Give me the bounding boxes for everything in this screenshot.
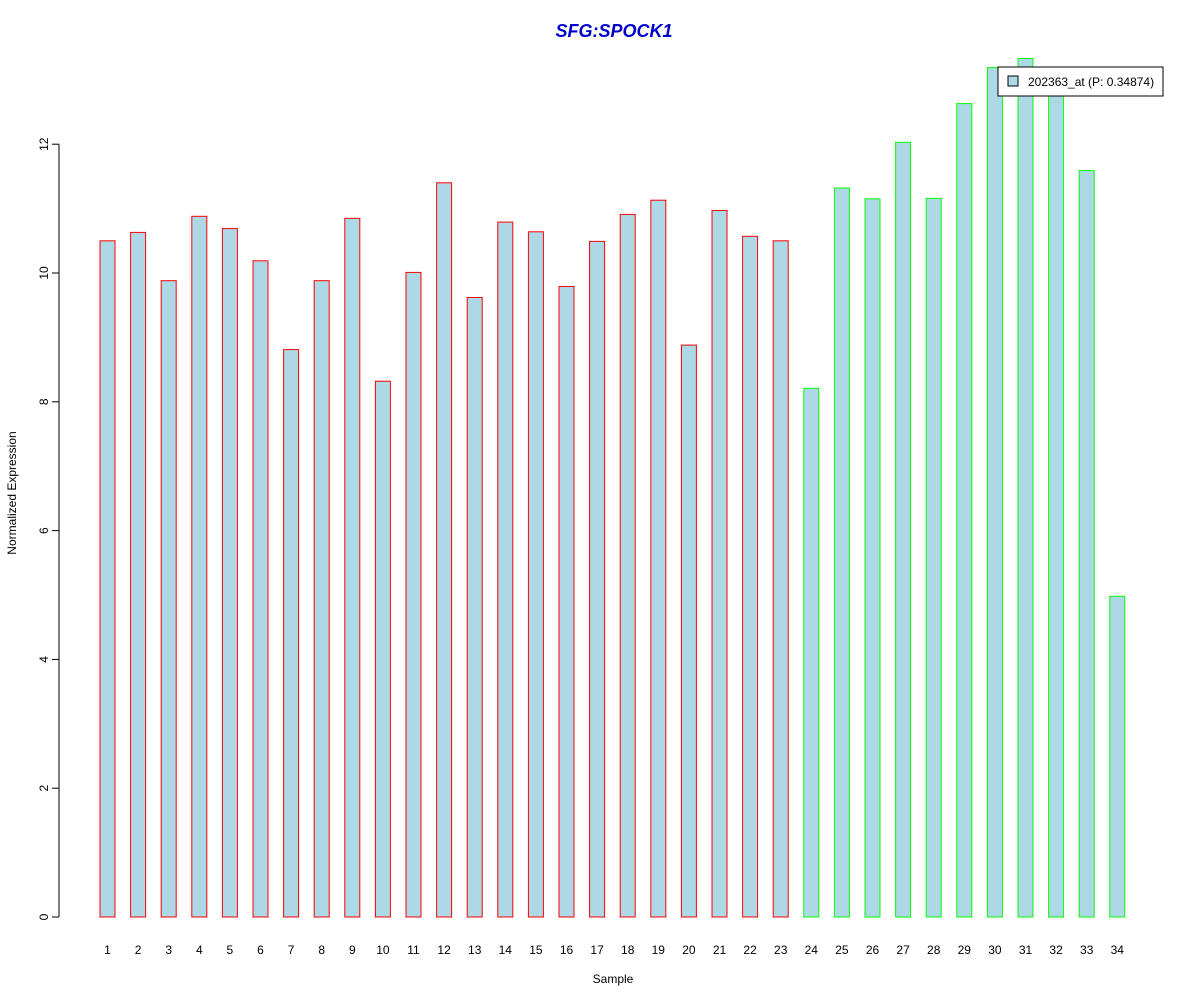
x-tick-label: 9 xyxy=(349,943,356,957)
x-tick-label: 32 xyxy=(1049,943,1063,957)
bars xyxy=(99,58,1126,918)
x-tick-label: 29 xyxy=(958,943,972,957)
x-tick-label: 2 xyxy=(135,943,142,957)
y-tick-label: 2 xyxy=(37,785,51,792)
bar-sample-5 xyxy=(221,228,238,918)
x-tick-label: 23 xyxy=(774,943,788,957)
legend-box xyxy=(997,66,1164,97)
x-tick-label: 10 xyxy=(376,943,390,957)
x-tick-label: 24 xyxy=(805,943,819,957)
chart-title: SFG:SPOCK1 xyxy=(555,21,672,41)
x-tick-label: 34 xyxy=(1111,943,1125,957)
x-tick-label: 15 xyxy=(529,943,543,957)
bar-sample-20 xyxy=(680,344,697,918)
bar-sample-1 xyxy=(99,240,116,918)
bar-sample-8 xyxy=(313,280,330,918)
bar-sample-28 xyxy=(925,197,942,918)
bar-sample-23 xyxy=(772,240,789,918)
bar-sample-3 xyxy=(160,280,177,918)
bar-sample-26 xyxy=(864,198,881,918)
bar-sample-6 xyxy=(252,260,269,918)
x-tick-label: 25 xyxy=(835,943,849,957)
bar-sample-2 xyxy=(130,231,147,918)
bar-sample-30 xyxy=(986,67,1003,918)
bar-sample-34 xyxy=(1109,595,1126,918)
bar-sample-29 xyxy=(956,103,973,918)
bar-sample-31 xyxy=(1017,58,1034,918)
x-tick-label: 4 xyxy=(196,943,203,957)
y-tick-label: 8 xyxy=(37,398,51,405)
bar-sample-14 xyxy=(497,221,514,918)
y-axis: 0 2 4 6 8 10 12 xyxy=(37,137,60,920)
y-tick-label: 12 xyxy=(37,137,51,151)
legend-label: 202363_at (P: 0.34874) xyxy=(1028,75,1154,89)
x-tick-label: 3 xyxy=(165,943,172,957)
bar-sample-17 xyxy=(589,240,606,918)
bar-sample-33 xyxy=(1078,170,1095,918)
x-tick-label: 21 xyxy=(713,943,727,957)
bar-sample-24 xyxy=(803,387,820,918)
x-tick-label: 14 xyxy=(499,943,513,957)
bar-sample-18 xyxy=(619,213,636,918)
bar-sample-15 xyxy=(527,231,544,918)
y-tick-label: 10 xyxy=(37,266,51,280)
x-tick-label: 16 xyxy=(560,943,574,957)
x-tick-label: 8 xyxy=(318,943,325,957)
y-tick-label: 0 xyxy=(37,913,51,920)
x-tick-label: 5 xyxy=(227,943,234,957)
x-tick-label: 22 xyxy=(743,943,757,957)
x-tick-label: 26 xyxy=(866,943,880,957)
bar-sample-12 xyxy=(436,182,453,918)
x-tick-label: 27 xyxy=(896,943,910,957)
bar-sample-9 xyxy=(344,217,361,918)
bar-sample-32 xyxy=(1048,87,1065,918)
x-tick-label: 7 xyxy=(288,943,295,957)
legend: 202363_at (P: 0.34874) xyxy=(997,66,1164,97)
bar-sample-4 xyxy=(191,215,208,918)
bar-sample-13 xyxy=(466,297,483,918)
bar-sample-22 xyxy=(742,235,759,918)
bar-sample-10 xyxy=(374,380,391,918)
x-tick-label: 20 xyxy=(682,943,696,957)
bar-sample-27 xyxy=(895,141,912,918)
x-tick-label: 13 xyxy=(468,943,482,957)
x-tick-labels: 1 2 3 4 5 6 7 8 9 10 11 12 13 14 15 16 17 18 19 20 21 22 23 24 2… xyxy=(104,943,1124,957)
bar-sample-11 xyxy=(405,271,422,918)
y-axis-label: Normalized Expression xyxy=(5,431,19,554)
x-tick-label: 19 xyxy=(652,943,666,957)
x-tick-label: 17 xyxy=(590,943,604,957)
x-tick-label: 6 xyxy=(257,943,264,957)
bar-sample-19 xyxy=(650,199,667,918)
bar-sample-21 xyxy=(711,210,728,918)
x-tick-label: 31 xyxy=(1019,943,1033,957)
x-tick-label: 11 xyxy=(407,943,420,957)
x-tick-label: 1 xyxy=(104,943,111,957)
x-tick-label: 28 xyxy=(927,943,941,957)
legend-swatch xyxy=(1007,75,1019,87)
x-tick-label: 18 xyxy=(621,943,635,957)
y-tick-label: 4 xyxy=(37,656,51,663)
bar-sample-16 xyxy=(558,286,575,918)
x-axis-label: Sample xyxy=(593,972,634,986)
x-tick-label: 30 xyxy=(988,943,1002,957)
x-tick-label: 12 xyxy=(437,943,451,957)
bar-sample-25 xyxy=(833,187,850,918)
x-tick-label: 33 xyxy=(1080,943,1094,957)
bar-sample-7 xyxy=(283,349,300,918)
y-tick-label: 6 xyxy=(37,527,51,534)
